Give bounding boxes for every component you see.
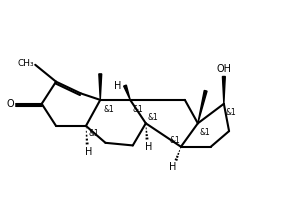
Text: H: H: [145, 141, 152, 152]
Polygon shape: [99, 74, 102, 100]
Polygon shape: [223, 77, 225, 104]
Text: &1: &1: [225, 109, 236, 118]
Text: &1: &1: [132, 105, 143, 114]
Text: OH: OH: [216, 64, 231, 74]
Text: &1: &1: [200, 128, 211, 137]
Text: H: H: [169, 162, 177, 172]
Text: &1: &1: [103, 105, 114, 114]
Polygon shape: [198, 90, 207, 123]
Text: &1: &1: [169, 136, 180, 145]
Polygon shape: [124, 85, 130, 100]
Text: CH₃: CH₃: [17, 59, 34, 68]
Text: &1: &1: [88, 129, 99, 138]
Text: &1: &1: [148, 113, 159, 122]
Text: H: H: [85, 147, 92, 157]
Text: H: H: [114, 81, 121, 91]
Text: O: O: [7, 99, 14, 109]
